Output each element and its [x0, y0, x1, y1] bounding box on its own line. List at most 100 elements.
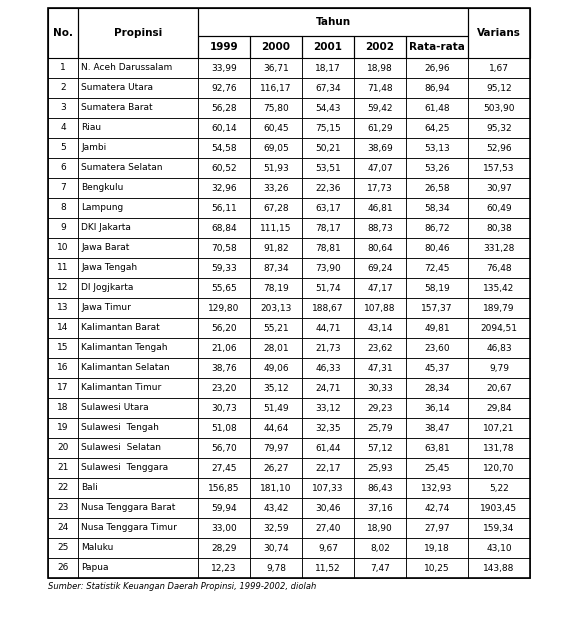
Bar	[250, 478, 302, 498]
Bar	[78, 138, 198, 158]
Bar	[198, 8, 468, 36]
Bar	[48, 198, 78, 218]
Bar	[48, 258, 78, 278]
Text: 80,38: 80,38	[486, 223, 512, 233]
Text: 111,15: 111,15	[260, 223, 292, 233]
Bar	[406, 398, 468, 418]
Bar	[198, 178, 250, 198]
Text: 54,43: 54,43	[315, 103, 341, 112]
Text: 30,97: 30,97	[486, 184, 512, 192]
Text: 25,79: 25,79	[367, 423, 393, 433]
Text: 80,46: 80,46	[424, 243, 450, 253]
Bar	[48, 278, 78, 298]
Bar	[302, 58, 354, 78]
Text: 37,16: 37,16	[367, 503, 393, 512]
Bar	[48, 318, 78, 338]
Text: 9,67: 9,67	[318, 544, 338, 552]
Text: 58,19: 58,19	[424, 283, 450, 293]
Text: 23: 23	[57, 503, 69, 512]
Text: DKI Jakarta: DKI Jakarta	[81, 223, 131, 233]
Text: 51,08: 51,08	[211, 423, 237, 433]
Text: 157,37: 157,37	[421, 303, 453, 312]
Text: Sulawesi  Selatan: Sulawesi Selatan	[81, 443, 161, 453]
Bar	[78, 178, 198, 198]
Bar	[354, 198, 406, 218]
Text: 30,46: 30,46	[315, 503, 341, 512]
Text: 20,67: 20,67	[486, 384, 512, 393]
Text: Tahun: Tahun	[316, 17, 351, 27]
Text: 7,47: 7,47	[370, 564, 390, 572]
Bar	[354, 218, 406, 238]
Text: 132,93: 132,93	[421, 483, 453, 492]
Text: Riau: Riau	[81, 124, 101, 132]
Text: 28,34: 28,34	[424, 384, 450, 393]
Bar	[468, 458, 530, 478]
Bar	[302, 358, 354, 378]
Text: 63,17: 63,17	[315, 204, 341, 213]
Text: 86,43: 86,43	[367, 483, 393, 492]
Text: 26,27: 26,27	[263, 463, 289, 473]
Bar	[250, 258, 302, 278]
Text: Sulawesi Utara: Sulawesi Utara	[81, 404, 149, 413]
Bar	[406, 538, 468, 558]
Text: 78,19: 78,19	[263, 283, 289, 293]
Bar	[406, 558, 468, 578]
Bar	[302, 498, 354, 518]
Bar	[468, 298, 530, 318]
Text: 36,71: 36,71	[263, 63, 289, 73]
Bar	[468, 138, 530, 158]
Bar	[354, 358, 406, 378]
Bar	[48, 378, 78, 398]
Text: Kalimantan Timur: Kalimantan Timur	[81, 384, 161, 393]
Text: 53,26: 53,26	[424, 164, 450, 172]
Text: 92,76: 92,76	[211, 83, 237, 93]
Text: Maluku: Maluku	[81, 544, 113, 552]
Text: 2094,51: 2094,51	[480, 324, 517, 332]
Text: 59,33: 59,33	[211, 263, 237, 273]
Text: 13: 13	[57, 303, 69, 312]
Text: 78,81: 78,81	[315, 243, 341, 253]
Text: 51,74: 51,74	[315, 283, 341, 293]
Bar	[48, 118, 78, 138]
Bar	[250, 158, 302, 178]
Text: 22: 22	[57, 483, 69, 492]
Bar	[406, 78, 468, 98]
Bar	[354, 478, 406, 498]
Bar	[468, 398, 530, 418]
Text: 33,26: 33,26	[263, 184, 289, 192]
Bar	[48, 358, 78, 378]
Bar	[302, 198, 354, 218]
Bar	[250, 418, 302, 438]
Bar	[78, 338, 198, 358]
Bar	[250, 78, 302, 98]
Bar	[354, 258, 406, 278]
Bar	[406, 458, 468, 478]
Bar	[406, 438, 468, 458]
Bar	[198, 398, 250, 418]
Text: 75,15: 75,15	[315, 124, 341, 132]
Bar	[48, 478, 78, 498]
Bar	[468, 258, 530, 278]
Text: 51,49: 51,49	[263, 404, 289, 413]
Text: 131,78: 131,78	[483, 443, 515, 453]
Text: Kalimantan Selatan: Kalimantan Selatan	[81, 364, 169, 372]
Bar	[198, 298, 250, 318]
Bar	[302, 438, 354, 458]
Bar	[78, 58, 198, 78]
Bar	[48, 558, 78, 578]
Bar	[48, 538, 78, 558]
Bar	[406, 98, 468, 118]
Text: 58,34: 58,34	[424, 204, 450, 213]
Bar	[198, 78, 250, 98]
Bar	[406, 158, 468, 178]
Text: 28,29: 28,29	[211, 544, 237, 552]
Bar	[302, 458, 354, 478]
Text: 12: 12	[57, 283, 69, 293]
Bar	[78, 198, 198, 218]
Text: No.: No.	[53, 28, 73, 38]
Text: 95,32: 95,32	[486, 124, 512, 132]
Bar	[406, 338, 468, 358]
Bar	[250, 458, 302, 478]
Text: 18,90: 18,90	[367, 524, 393, 532]
Text: 6: 6	[60, 164, 66, 172]
